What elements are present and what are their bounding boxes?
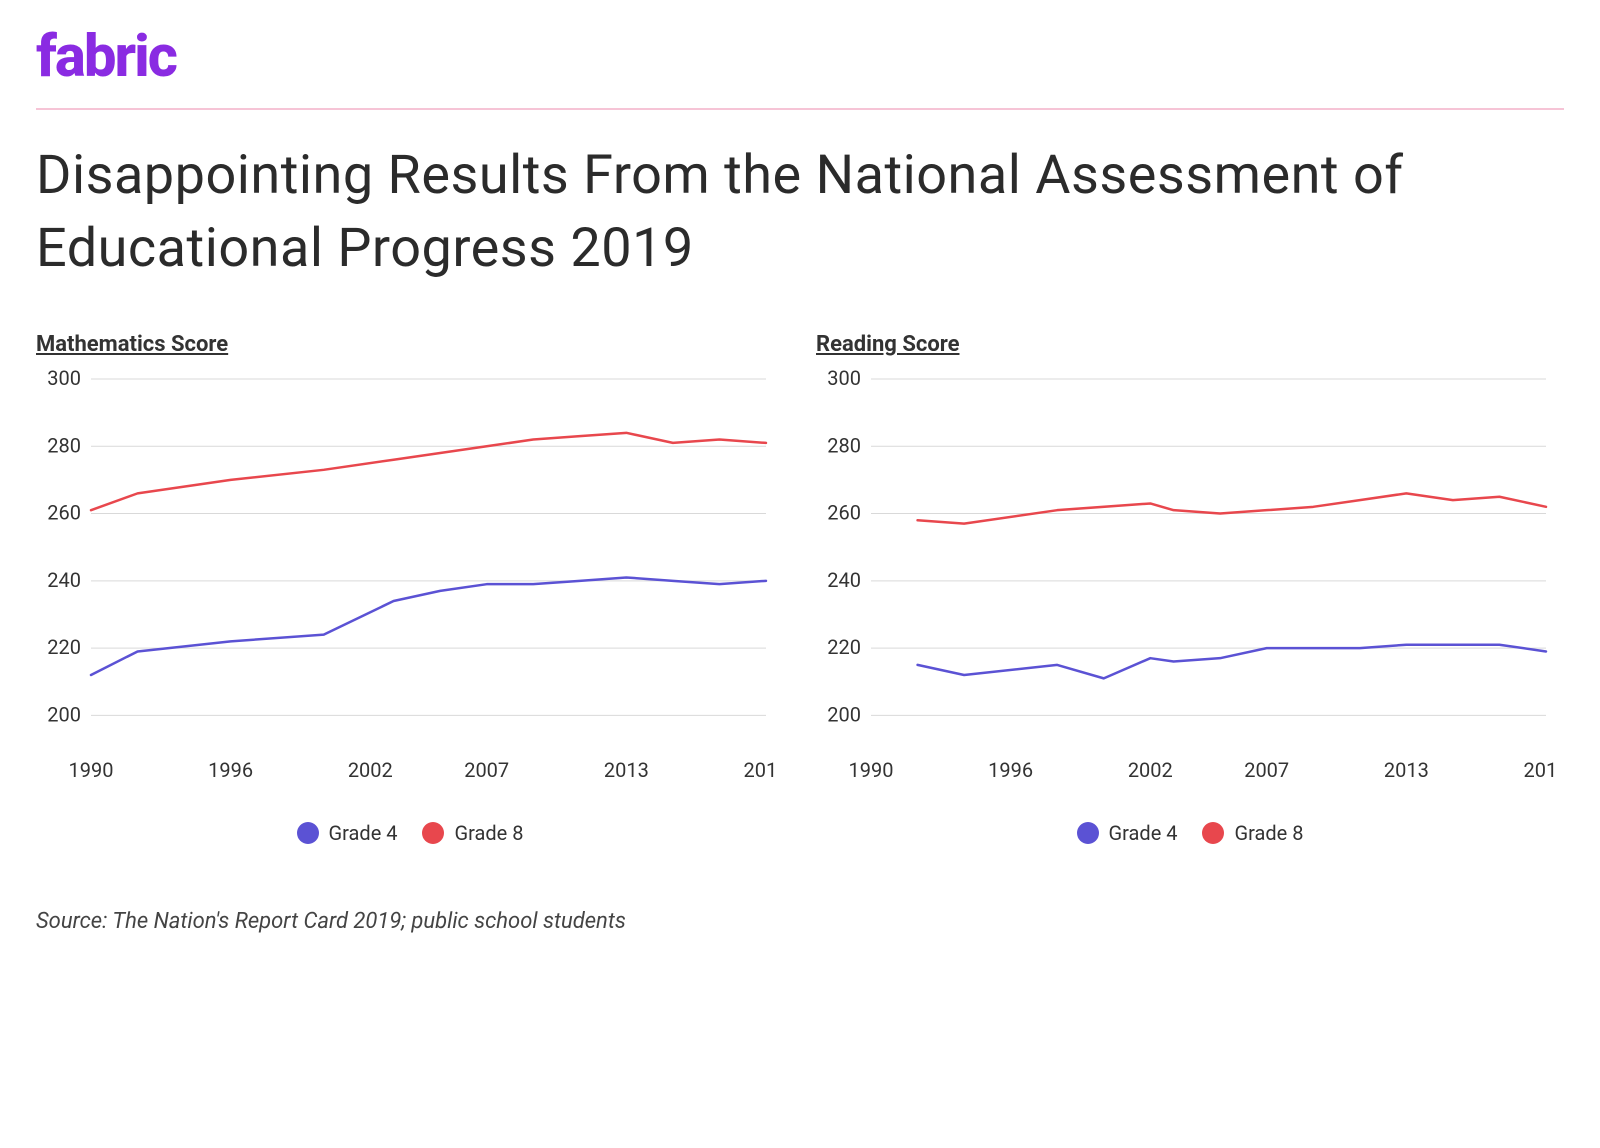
svg-text:200: 200	[827, 702, 861, 726]
svg-text:2013: 2013	[1384, 758, 1429, 782]
svg-text:2019: 2019	[744, 758, 776, 782]
legend-dot-grade8-r	[1202, 822, 1224, 844]
chart-plot-math: 200 220 240 260 280 300 1990 1996 2002 2007 2013 20…	[36, 369, 784, 793]
svg-text:2007: 2007	[464, 758, 509, 782]
legend-label-grade8: Grade 8	[454, 821, 523, 845]
legend-item-grade8-r: Grade 8	[1202, 821, 1303, 845]
header-divider	[36, 108, 1564, 110]
svg-text:1996: 1996	[208, 758, 253, 782]
legend-dot-grade4-r	[1077, 822, 1099, 844]
svg-text:1990: 1990	[849, 758, 894, 782]
chart-legend-math: Grade 4 Grade 8	[36, 821, 784, 849]
svg-text:240: 240	[47, 568, 81, 592]
source-note: Source: The Nation's Report Card 2019; p…	[36, 909, 1564, 934]
svg-text:280: 280	[47, 433, 81, 457]
chart-title-reading: Reading Score	[816, 332, 1564, 357]
chart-panel-math: Mathematics Score 200 220 240 260 280 300 1990…	[36, 332, 784, 849]
legend-label-grade4: Grade 4	[329, 821, 398, 845]
svg-text:2013: 2013	[604, 758, 649, 782]
svg-text:260: 260	[827, 500, 861, 524]
legend-label-grade4-r: Grade 4	[1109, 821, 1178, 845]
svg-text:240: 240	[827, 568, 861, 592]
svg-text:220: 220	[827, 635, 861, 659]
svg-text:200: 200	[47, 702, 81, 726]
svg-text:1990: 1990	[69, 758, 114, 782]
svg-text:220: 220	[47, 635, 81, 659]
charts-row: Mathematics Score 200 220 240 260 280 300 1990…	[36, 332, 1564, 849]
svg-text:2002: 2002	[348, 758, 393, 782]
legend-item-grade4: Grade 4	[297, 821, 398, 845]
chart-title-math: Mathematics Score	[36, 332, 784, 357]
chart-legend-reading: Grade 4 Grade 8	[816, 821, 1564, 849]
svg-text:2002: 2002	[1128, 758, 1173, 782]
legend-dot-grade4	[297, 822, 319, 844]
page-title: Disappointing Results From the National …	[36, 140, 1564, 286]
legend-dot-grade8	[422, 822, 444, 844]
chart-panel-reading: Reading Score 200 220 240 260 280 300 1990 1996…	[816, 332, 1564, 849]
chart-plot-reading: 200 220 240 260 280 300 1990 1996 2002 2007 2013 20…	[816, 369, 1564, 793]
svg-text:300: 300	[827, 369, 861, 390]
svg-text:2007: 2007	[1244, 758, 1289, 782]
legend-item-grade4-r: Grade 4	[1077, 821, 1178, 845]
legend-item-grade8: Grade 8	[422, 821, 523, 845]
legend-label-grade8-r: Grade 8	[1234, 821, 1303, 845]
svg-text:280: 280	[827, 433, 861, 457]
svg-text:1996: 1996	[988, 758, 1033, 782]
svg-text:2019: 2019	[1524, 758, 1556, 782]
svg-text:260: 260	[47, 500, 81, 524]
svg-text:300: 300	[47, 369, 81, 390]
brand-logo: fabric	[36, 28, 1564, 108]
